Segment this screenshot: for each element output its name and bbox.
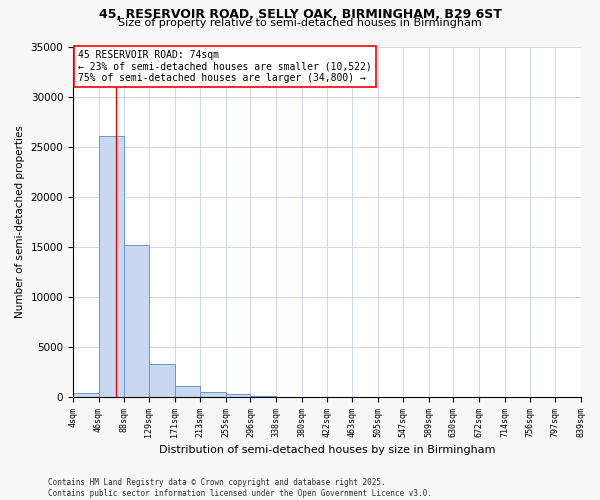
Text: 45 RESERVOIR ROAD: 74sqm
← 23% of semi-detached houses are smaller (10,522)
75% : 45 RESERVOIR ROAD: 74sqm ← 23% of semi-d… xyxy=(78,50,372,83)
Text: 45, RESERVOIR ROAD, SELLY OAK, BIRMINGHAM, B29 6ST: 45, RESERVOIR ROAD, SELLY OAK, BIRMINGHA… xyxy=(98,8,502,20)
Text: Size of property relative to semi-detached houses in Birmingham: Size of property relative to semi-detach… xyxy=(118,18,482,28)
Bar xyxy=(149,364,175,397)
Bar xyxy=(250,396,276,397)
Bar xyxy=(200,392,226,397)
Y-axis label: Number of semi-detached properties: Number of semi-detached properties xyxy=(15,126,25,318)
Bar xyxy=(98,136,124,397)
Bar xyxy=(226,394,250,397)
X-axis label: Distribution of semi-detached houses by size in Birmingham: Distribution of semi-detached houses by … xyxy=(158,445,495,455)
Text: Contains HM Land Registry data © Crown copyright and database right 2025.
Contai: Contains HM Land Registry data © Crown c… xyxy=(48,478,432,498)
Bar xyxy=(175,386,200,397)
Bar xyxy=(124,245,149,397)
Bar xyxy=(73,394,98,397)
